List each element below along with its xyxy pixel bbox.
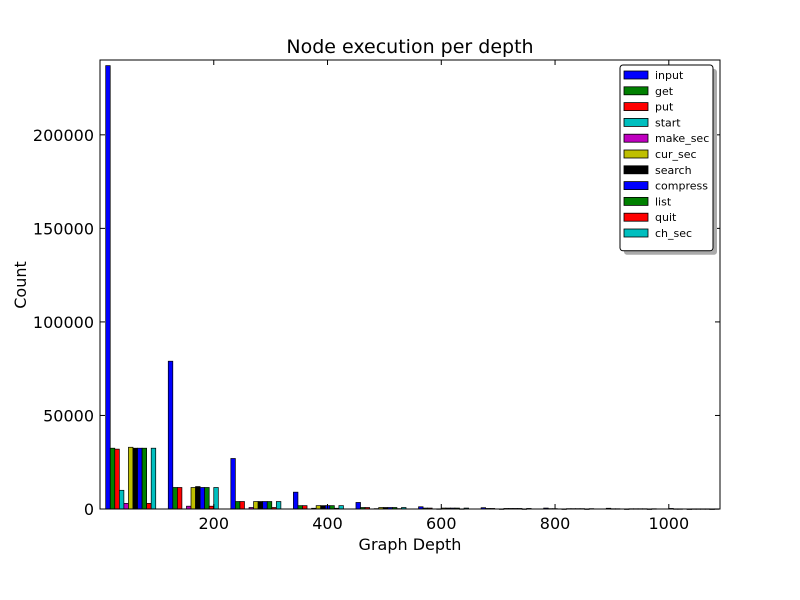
legend-swatch-cur_sec	[623, 149, 649, 159]
bar-input-0	[105, 65, 111, 510]
bar-search-0	[132, 447, 138, 510]
bar-cur_sec-0	[128, 446, 134, 510]
x-tick-label: 800	[540, 514, 571, 533]
x-tick-label: 400	[312, 514, 343, 533]
bar-cur_sec-2	[253, 501, 259, 510]
bar-get-0	[109, 447, 116, 510]
y-axis-label: Count	[11, 261, 30, 309]
x-tick-label: 600	[426, 514, 457, 533]
bar-put-1	[177, 487, 183, 510]
bar-list-0	[141, 447, 147, 510]
legend-swatch-list	[623, 196, 649, 206]
legend-label-search: search	[655, 164, 692, 177]
ticks-group: 200 400 600 800 1000 0 50000 100000 150000 200000	[33, 60, 720, 533]
bar-search-3	[320, 505, 326, 510]
bar-list-1	[204, 487, 210, 510]
y-tick-label: 150000	[33, 219, 94, 238]
legend-label-cur_sec: cur_sec	[655, 148, 697, 161]
bar-search-2	[257, 501, 264, 510]
bar-get-3	[297, 505, 303, 510]
bar-input-1	[167, 360, 174, 510]
x-tick-label: 200	[198, 514, 229, 533]
bar-ch_sec-3	[338, 505, 344, 510]
legend-swatch-ch_sec	[623, 228, 649, 238]
bar-ch_sec-2	[275, 501, 282, 510]
legend-swatch-search	[623, 165, 649, 175]
bar-put-2	[239, 501, 245, 510]
legend-label-compress: compress	[655, 180, 708, 193]
x-axis-label: Graph Depth	[359, 535, 462, 554]
bar-list-2	[266, 501, 273, 510]
legend-swatch-compress	[623, 181, 649, 191]
bar-input-2	[230, 458, 236, 510]
bar-cur_sec-1	[190, 487, 196, 510]
bar-make_sec-0	[123, 503, 129, 510]
bar-quit-0	[146, 503, 152, 510]
bar-ch_sec-1	[213, 487, 219, 510]
legend-label-input: input	[655, 69, 684, 82]
legend-label-ch_sec: ch_sec	[655, 227, 692, 240]
plot-frame	[99, 59, 721, 510]
legend-swatch-put	[623, 102, 649, 111]
legend-swatch-quit	[623, 212, 649, 222]
legend-label-make_sec: make_sec	[655, 132, 709, 145]
legend-swatch-make_sec	[623, 133, 649, 143]
bar-cur_sec-3	[315, 505, 322, 510]
chart-title: Node execution per depth	[286, 36, 533, 58]
legend-label-put: put	[655, 101, 674, 114]
y-tick-label: 0	[84, 500, 94, 519]
legend-swatch-input	[623, 70, 649, 80]
bar-ch_sec-0	[150, 447, 157, 510]
bar-put-0	[114, 448, 120, 510]
y-tick-label: 200000	[33, 126, 94, 145]
bar-get-1	[172, 487, 178, 510]
bar-input-3	[293, 491, 299, 510]
bar-search-1	[195, 486, 201, 510]
y-tick-label: 100000	[33, 313, 94, 332]
bar-get-2	[235, 501, 241, 510]
legend-label-get: get	[655, 85, 674, 98]
legend-swatch-start	[623, 118, 649, 127]
legend-swatch-get	[623, 86, 649, 96]
legend-label-list: list	[655, 195, 672, 208]
x-tick-label: 1000	[648, 514, 689, 533]
bar-compress-0	[137, 447, 143, 510]
y-tick-label: 50000	[43, 406, 94, 425]
legend-label-start: start	[655, 116, 681, 129]
legend-label-quit: quit	[655, 211, 677, 224]
bar-compress-1	[199, 487, 206, 510]
bar-start-0	[118, 489, 125, 510]
bar-put-3	[302, 505, 308, 510]
bar-list-3	[329, 505, 335, 510]
bar-input-4	[355, 502, 361, 510]
bar-compress-2	[262, 501, 268, 510]
